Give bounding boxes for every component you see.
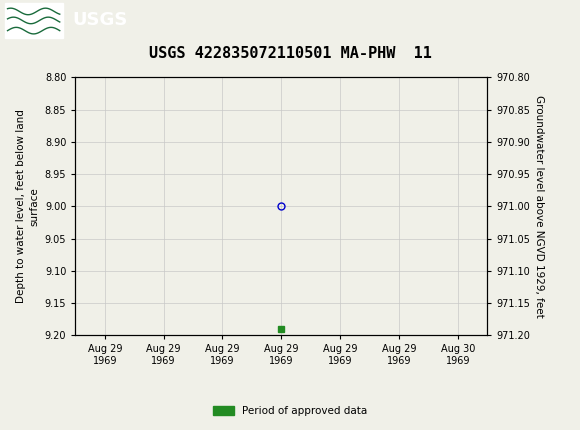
Bar <box>5 3 63 37</box>
Text: USGS 422835072110501 MA-PHW  11: USGS 422835072110501 MA-PHW 11 <box>148 46 432 61</box>
Y-axis label: Groundwater level above NGVD 1929, feet: Groundwater level above NGVD 1929, feet <box>534 95 544 318</box>
Legend: Period of approved data: Period of approved data <box>209 402 371 421</box>
Y-axis label: Depth to water level, feet below land
surface: Depth to water level, feet below land su… <box>16 110 39 303</box>
Text: USGS: USGS <box>72 12 128 29</box>
